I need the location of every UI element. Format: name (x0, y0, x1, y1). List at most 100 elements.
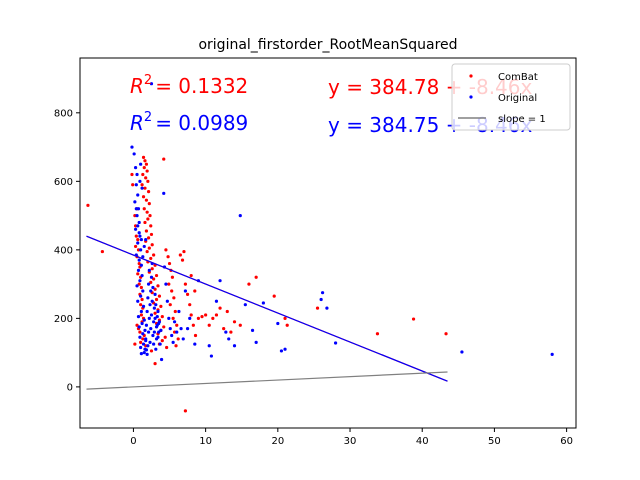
legend-label-combat: ComBat (498, 72, 538, 83)
point-original (158, 342, 162, 346)
point-original (140, 186, 144, 190)
point-original (136, 315, 141, 319)
point-original (150, 299, 154, 303)
point-combat (137, 282, 141, 286)
x-tick-label: 20 (271, 436, 284, 447)
point-original (139, 352, 143, 356)
point-original (139, 294, 143, 298)
point-combat (138, 330, 142, 334)
point-original (149, 313, 154, 317)
point-combat (134, 234, 138, 238)
point-combat (174, 344, 178, 348)
point-original (319, 297, 323, 302)
point-combat (152, 277, 156, 281)
point-combat (141, 337, 145, 341)
point-combat (146, 179, 150, 183)
point-combat (204, 313, 208, 317)
point-original (146, 282, 151, 286)
point-original (136, 299, 140, 303)
point-original (143, 328, 147, 332)
point-original (164, 282, 168, 286)
point-original (152, 330, 156, 334)
point-combat (207, 323, 211, 327)
point-original (153, 292, 157, 296)
point-combat (143, 159, 147, 163)
r2-text-original: R2 = 0.0989 (130, 110, 248, 135)
point-combat (141, 172, 145, 177)
point-original (133, 227, 138, 231)
x-tick-label: 30 (344, 436, 357, 447)
point-original (159, 357, 164, 362)
point-original (141, 342, 146, 346)
point-original (152, 342, 156, 346)
point-original (157, 330, 161, 334)
point-original (243, 303, 247, 307)
point-original (154, 347, 158, 351)
point-original (135, 213, 139, 218)
r2-text-combat: R2 = 0.1332 (130, 73, 248, 98)
point-combat (170, 289, 174, 293)
point-combat (147, 246, 151, 250)
point-combat (159, 304, 163, 308)
point-combat (173, 309, 177, 314)
point-original (135, 172, 139, 177)
point-combat (229, 330, 233, 334)
point-original (133, 166, 138, 170)
point-original (144, 337, 148, 341)
point-combat (193, 289, 197, 293)
point-original (261, 301, 265, 305)
point-original (183, 289, 188, 293)
point-combat (140, 183, 144, 187)
point-combat (162, 325, 166, 329)
point-original (130, 145, 134, 149)
point-original (145, 309, 149, 314)
point-combat (175, 323, 179, 327)
point-original (149, 82, 154, 86)
point-combat (166, 255, 170, 259)
legend: ComBat Original slope = 1 (451, 63, 571, 131)
point-combat (163, 335, 167, 339)
point-original (134, 183, 138, 187)
point-original (224, 330, 228, 334)
point-original (159, 328, 163, 332)
point-original (137, 231, 141, 235)
point-combat (144, 162, 149, 166)
point-combat (141, 155, 146, 159)
point-combat (176, 337, 180, 341)
x-tick-label: 60 (560, 436, 573, 447)
point-original (151, 333, 155, 338)
point-combat (143, 186, 147, 190)
point-original (151, 285, 155, 290)
point-original (146, 330, 151, 334)
point-original (154, 325, 159, 329)
point-original (179, 327, 183, 331)
point-combat (146, 217, 150, 221)
point-original (136, 193, 140, 197)
point-original (170, 333, 174, 338)
x-tick-label: 40 (416, 436, 429, 447)
legend-marker-combat (469, 74, 473, 78)
point-combat (170, 275, 175, 279)
point-original (132, 152, 136, 156)
point-combat (162, 157, 166, 161)
point-combat (142, 207, 146, 211)
point-combat (185, 292, 190, 296)
point-original (140, 273, 144, 278)
point-original (142, 351, 146, 355)
point-original (139, 248, 143, 252)
point-combat (152, 253, 156, 257)
point-combat (145, 249, 149, 254)
point-combat (142, 166, 146, 170)
point-combat (211, 316, 215, 320)
point-combat (164, 248, 168, 252)
point-combat (153, 287, 157, 291)
point-combat (232, 320, 237, 324)
point-original (214, 299, 219, 303)
point-original (139, 162, 143, 166)
point-combat (411, 317, 416, 321)
point-combat (180, 258, 185, 262)
point-original (138, 335, 142, 339)
point-original (141, 255, 145, 259)
point-original (320, 291, 325, 295)
